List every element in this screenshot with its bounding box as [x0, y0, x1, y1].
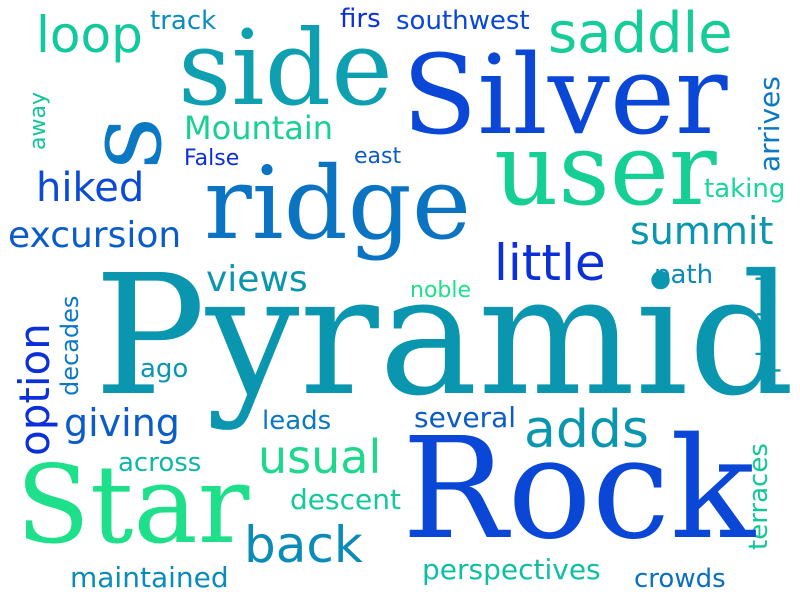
- word-perspectives: perspectives: [422, 553, 601, 586]
- word-ago: ago: [140, 354, 189, 384]
- word-track: track: [150, 6, 217, 36]
- word-crowds: crowds: [634, 564, 726, 594]
- word-firs: firs: [340, 4, 381, 34]
- word-noble: noble: [410, 278, 472, 303]
- word-hiked: hiked: [36, 165, 145, 211]
- word-adds: adds: [524, 400, 649, 460]
- word-giving: giving: [64, 401, 180, 445]
- word-silver: Silver: [402, 31, 728, 159]
- word-views: views: [206, 259, 308, 300]
- word-star: Star: [16, 443, 250, 568]
- word-east: east: [354, 144, 402, 169]
- word-s: s: [63, 116, 185, 170]
- word-user: user: [494, 111, 717, 228]
- word-rock: Rock: [402, 408, 755, 571]
- word-descent: descent: [290, 483, 401, 516]
- word-southwest: southwest: [396, 6, 530, 36]
- word-across: across: [118, 448, 202, 478]
- word-taking: taking: [704, 174, 786, 204]
- word-away: away: [26, 92, 51, 150]
- word-maintained: maintained: [70, 561, 229, 594]
- word-several: several: [414, 401, 517, 434]
- word-summit: summit: [630, 209, 774, 253]
- word-false: False: [184, 146, 240, 171]
- word-side: side: [178, 7, 393, 129]
- word-saddle: saddle: [548, 1, 733, 66]
- word-ridge: ridge: [204, 145, 471, 262]
- word-back: back: [244, 516, 363, 574]
- word-usual: usual: [258, 430, 382, 484]
- word-excursion: excursion: [8, 215, 182, 256]
- word-option: option: [10, 323, 59, 456]
- word-path: path: [654, 260, 714, 290]
- word-little: little: [494, 234, 606, 292]
- word-decades: decades: [56, 295, 84, 396]
- word-leads: leads: [262, 406, 332, 436]
- word-mountain: Mountain: [184, 109, 334, 147]
- word-arrives: arrives: [753, 76, 786, 172]
- word-loop: loop: [36, 6, 143, 64]
- word-pyramid: Pyramid: [94, 240, 795, 433]
